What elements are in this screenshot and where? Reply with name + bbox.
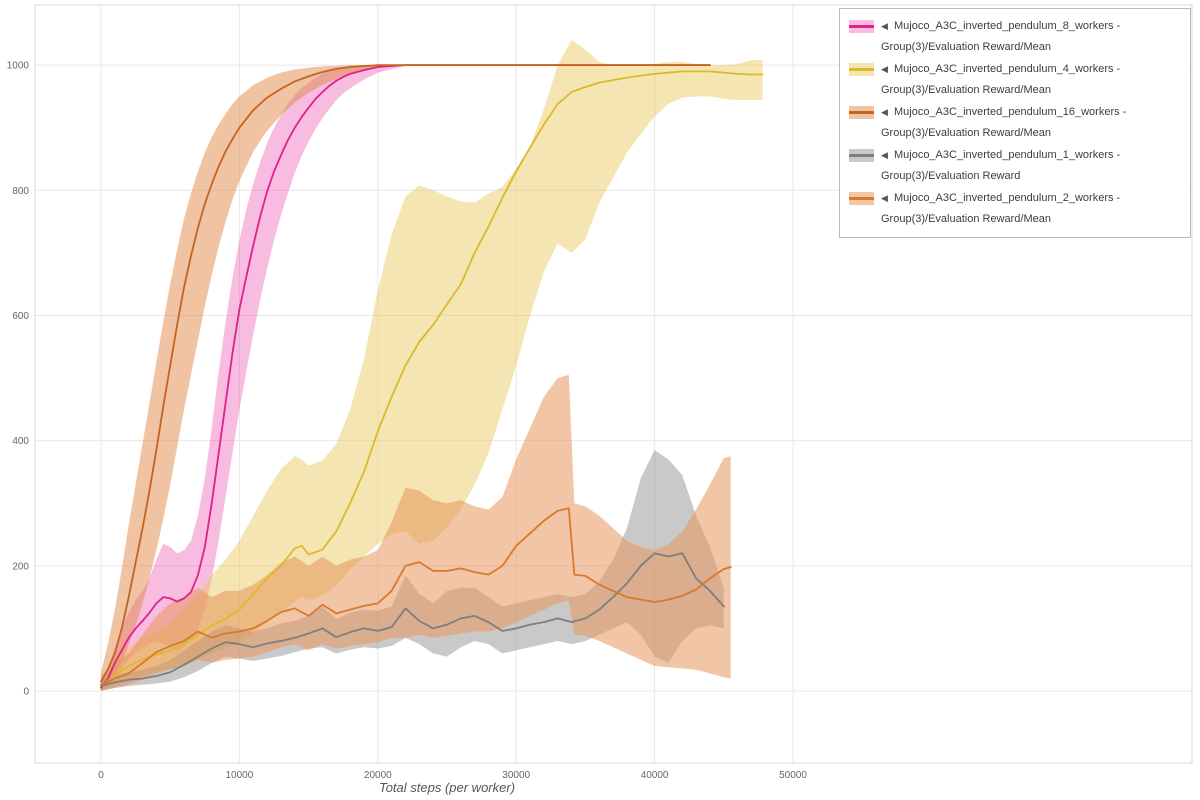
legend-series-name: Mujoco_A3C_inverted_pendulum_8_workers -… — [881, 20, 1121, 54]
series-line-2 — [100, 70, 764, 687]
legend-collapse-icon[interactable]: ◀ — [881, 21, 888, 31]
legend-swatch-line — [849, 153, 874, 157]
legend-collapse-icon[interactable]: ◀ — [881, 106, 888, 117]
legend-label: ◀ Mujoco_A3C_inverted_pendulum_4_workers… — [881, 59, 1181, 102]
legend-swatch — [849, 191, 874, 205]
legend-item-3[interactable]: ◀ Mujoco_A3C_inverted_pendulum_16_worker… — [849, 102, 1181, 145]
x-tick-label: 20000 — [364, 770, 392, 781]
series-band-1 — [101, 65, 710, 692]
legend-series-name: Mujoco_A3C_inverted_pendulum_2_workers -… — [881, 191, 1121, 225]
legend-swatch — [849, 62, 874, 76]
legend-label: ◀ Mujoco_A3C_inverted_pendulum_16_worker… — [881, 102, 1181, 145]
legend-collapse-icon[interactable]: ◀ — [881, 149, 888, 160]
series-line-3 — [100, 64, 711, 683]
legend-item-2[interactable]: ◀ Mujoco_A3C_inverted_pendulum_4_workers… — [849, 59, 1181, 102]
series-band-4 — [101, 450, 724, 692]
x-tick-label: 50000 — [779, 770, 807, 781]
legend-swatch — [849, 20, 874, 33]
plot-frame — [34, 4, 1193, 764]
legend-series-name: Mujoco_A3C_inverted_pendulum_4_workers -… — [881, 62, 1121, 97]
legend-label: ◀ Mujoco_A3C_inverted_pendulum_8_workers… — [881, 16, 1181, 59]
legend-swatch-line — [849, 25, 874, 28]
legend-series-name: Mujoco_A3C_inverted_pendulum_16_workers … — [881, 105, 1127, 140]
legend-item-4[interactable]: ◀ Mujoco_A3C_inverted_pendulum_1_workers… — [849, 145, 1181, 188]
series-band-5 — [101, 374, 731, 692]
legend-series-name: Mujoco_A3C_inverted_pendulum_1_workers -… — [881, 148, 1121, 183]
y-tick-label: 200 — [12, 561, 29, 572]
x-tick-label: 0 — [98, 770, 104, 781]
y-tick-label: 600 — [12, 311, 29, 322]
series-line-5 — [100, 507, 732, 686]
legend-swatch — [849, 148, 874, 162]
series-line-4 — [100, 552, 725, 687]
legend-item-1[interactable]: ◀ Mujoco_A3C_inverted_pendulum_8_workers… — [849, 16, 1181, 59]
legend-item-5[interactable]: ◀ Mujoco_A3C_inverted_pendulum_2_workers… — [849, 188, 1181, 231]
x-tick-label: 40000 — [641, 770, 669, 781]
y-tick-label: 400 — [12, 436, 29, 447]
y-tick-label: 0 — [23, 687, 29, 698]
legend-swatch-line — [849, 110, 874, 114]
legend-collapse-icon[interactable]: ◀ — [881, 192, 888, 203]
legend-swatch-line — [849, 67, 874, 71]
y-tick-label: 1000 — [7, 61, 30, 72]
x-tick-label: 30000 — [502, 770, 530, 781]
legend-swatch — [849, 105, 874, 119]
series-band-2 — [101, 40, 763, 692]
x-axis-title: Total steps (per worker) — [378, 780, 516, 795]
legend-label: ◀ Mujoco_A3C_inverted_pendulum_2_workers… — [881, 188, 1181, 231]
legend-label: ◀ Mujoco_A3C_inverted_pendulum_1_workers… — [881, 145, 1181, 188]
y-tick-label: 800 — [12, 186, 29, 197]
x-tick-label: 10000 — [226, 770, 254, 781]
legend: ◀ Mujoco_A3C_inverted_pendulum_8_workers… — [839, 8, 1191, 239]
legend-swatch-line — [849, 196, 874, 200]
legend-collapse-icon[interactable]: ◀ — [881, 63, 888, 74]
